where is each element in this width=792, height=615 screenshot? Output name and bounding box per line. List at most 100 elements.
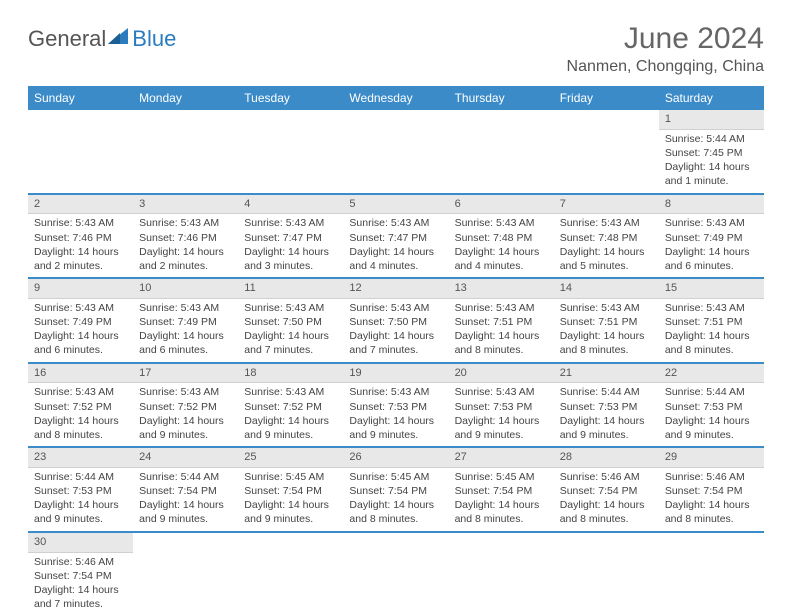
sunset-text: Sunset: 7:53 PM [665,400,758,414]
sunrise-text: Sunrise: 5:43 AM [139,385,232,399]
sunrise-text: Sunrise: 5:44 AM [665,132,758,146]
calendar-day-cell: 16Sunrise: 5:43 AMSunset: 7:52 PMDayligh… [28,363,133,448]
sunrise-text: Sunrise: 5:43 AM [349,216,442,230]
daylight-text: Daylight: 14 hours and 1 minute. [665,160,758,188]
logo-text-1: General [28,26,106,52]
sunrise-text: Sunrise: 5:43 AM [665,301,758,315]
sunset-text: Sunset: 7:54 PM [349,484,442,498]
sunrise-text: Sunrise: 5:46 AM [560,470,653,484]
calendar-day-cell [343,110,448,194]
sunrise-text: Sunrise: 5:43 AM [560,301,653,315]
day-number: 22 [659,364,764,384]
calendar-table: Sunday Monday Tuesday Wednesday Thursday… [28,86,764,615]
day-number: 23 [28,448,133,468]
sunset-text: Sunset: 7:46 PM [34,231,127,245]
daylight-text: Daylight: 14 hours and 9 minutes. [139,414,232,442]
sunset-text: Sunset: 7:54 PM [34,569,127,583]
day-body: Sunrise: 5:43 AMSunset: 7:51 PMDaylight:… [554,299,659,362]
logo-text-2: Blue [132,26,176,52]
calendar-day-cell [554,532,659,615]
daylight-text: Daylight: 14 hours and 3 minutes. [244,245,337,273]
day-number: 18 [238,364,343,384]
calendar-day-cell: 29Sunrise: 5:46 AMSunset: 7:54 PMDayligh… [659,447,764,532]
sunset-text: Sunset: 7:54 PM [139,484,232,498]
day-number: 21 [554,364,659,384]
calendar-body: 1Sunrise: 5:44 AMSunset: 7:45 PMDaylight… [28,110,764,615]
day-number: 20 [449,364,554,384]
sunrise-text: Sunrise: 5:43 AM [244,385,337,399]
sunset-text: Sunset: 7:49 PM [139,315,232,329]
weekday-header: Thursday [449,86,554,110]
calendar-day-cell: 24Sunrise: 5:44 AMSunset: 7:54 PMDayligh… [133,447,238,532]
day-number: 26 [343,448,448,468]
sunset-text: Sunset: 7:48 PM [455,231,548,245]
calendar-week-row: 23Sunrise: 5:44 AMSunset: 7:53 PMDayligh… [28,447,764,532]
sunrise-text: Sunrise: 5:45 AM [455,470,548,484]
sunset-text: Sunset: 7:45 PM [665,146,758,160]
sunset-text: Sunset: 7:54 PM [455,484,548,498]
day-number: 11 [238,279,343,299]
sunset-text: Sunset: 7:47 PM [349,231,442,245]
calendar-day-cell: 28Sunrise: 5:46 AMSunset: 7:54 PMDayligh… [554,447,659,532]
sunrise-text: Sunrise: 5:43 AM [349,301,442,315]
calendar-day-cell: 11Sunrise: 5:43 AMSunset: 7:50 PMDayligh… [238,278,343,363]
sunrise-text: Sunrise: 5:44 AM [560,385,653,399]
calendar-day-cell: 26Sunrise: 5:45 AMSunset: 7:54 PMDayligh… [343,447,448,532]
weekday-header: Sunday [28,86,133,110]
calendar-day-cell: 2Sunrise: 5:43 AMSunset: 7:46 PMDaylight… [28,194,133,279]
calendar-day-cell: 22Sunrise: 5:44 AMSunset: 7:53 PMDayligh… [659,363,764,448]
sunrise-text: Sunrise: 5:43 AM [139,216,232,230]
calendar-day-cell: 25Sunrise: 5:45 AMSunset: 7:54 PMDayligh… [238,447,343,532]
sunset-text: Sunset: 7:53 PM [560,400,653,414]
calendar-day-cell [28,110,133,194]
day-body: Sunrise: 5:43 AMSunset: 7:50 PMDaylight:… [343,299,448,362]
day-body: Sunrise: 5:44 AMSunset: 7:53 PMDaylight:… [28,468,133,531]
day-body: Sunrise: 5:45 AMSunset: 7:54 PMDaylight:… [343,468,448,531]
calendar-day-cell [238,110,343,194]
sunrise-text: Sunrise: 5:44 AM [34,470,127,484]
title-block: June 2024 Nanmen, Chongqing, China [567,22,764,76]
sunset-text: Sunset: 7:51 PM [455,315,548,329]
day-body: Sunrise: 5:43 AMSunset: 7:52 PMDaylight:… [238,383,343,446]
sunrise-text: Sunrise: 5:43 AM [34,385,127,399]
sunset-text: Sunset: 7:52 PM [244,400,337,414]
day-number: 29 [659,448,764,468]
day-number: 15 [659,279,764,299]
day-body: Sunrise: 5:43 AMSunset: 7:47 PMDaylight:… [343,214,448,277]
sunset-text: Sunset: 7:46 PM [139,231,232,245]
sunrise-text: Sunrise: 5:43 AM [139,301,232,315]
daylight-text: Daylight: 14 hours and 6 minutes. [665,245,758,273]
day-number: 17 [133,364,238,384]
calendar-day-cell: 20Sunrise: 5:43 AMSunset: 7:53 PMDayligh… [449,363,554,448]
calendar-day-cell: 12Sunrise: 5:43 AMSunset: 7:50 PMDayligh… [343,278,448,363]
calendar-day-cell [238,532,343,615]
day-number: 13 [449,279,554,299]
calendar-week-row: 16Sunrise: 5:43 AMSunset: 7:52 PMDayligh… [28,363,764,448]
day-body: Sunrise: 5:43 AMSunset: 7:49 PMDaylight:… [28,299,133,362]
day-number: 9 [28,279,133,299]
header: General Blue June 2024 Nanmen, Chongqing… [28,22,764,76]
day-body: Sunrise: 5:43 AMSunset: 7:48 PMDaylight:… [554,214,659,277]
sunset-text: Sunset: 7:51 PM [665,315,758,329]
daylight-text: Daylight: 14 hours and 7 minutes. [349,329,442,357]
daylight-text: Daylight: 14 hours and 6 minutes. [34,329,127,357]
calendar-day-cell: 6Sunrise: 5:43 AMSunset: 7:48 PMDaylight… [449,194,554,279]
calendar-day-cell [449,110,554,194]
daylight-text: Daylight: 14 hours and 9 minutes. [349,414,442,442]
calendar-day-cell: 3Sunrise: 5:43 AMSunset: 7:46 PMDaylight… [133,194,238,279]
sunrise-text: Sunrise: 5:43 AM [560,216,653,230]
day-number: 5 [343,195,448,215]
daylight-text: Daylight: 14 hours and 9 minutes. [244,414,337,442]
month-title: June 2024 [567,22,764,56]
daylight-text: Daylight: 14 hours and 8 minutes. [455,329,548,357]
calendar-day-cell: 4Sunrise: 5:43 AMSunset: 7:47 PMDaylight… [238,194,343,279]
daylight-text: Daylight: 14 hours and 2 minutes. [34,245,127,273]
day-body: Sunrise: 5:44 AMSunset: 7:54 PMDaylight:… [133,468,238,531]
day-body: Sunrise: 5:43 AMSunset: 7:46 PMDaylight:… [28,214,133,277]
day-body: Sunrise: 5:43 AMSunset: 7:49 PMDaylight:… [659,214,764,277]
day-number: 24 [133,448,238,468]
sunset-text: Sunset: 7:50 PM [244,315,337,329]
day-number: 6 [449,195,554,215]
daylight-text: Daylight: 14 hours and 2 minutes. [139,245,232,273]
day-number: 27 [449,448,554,468]
